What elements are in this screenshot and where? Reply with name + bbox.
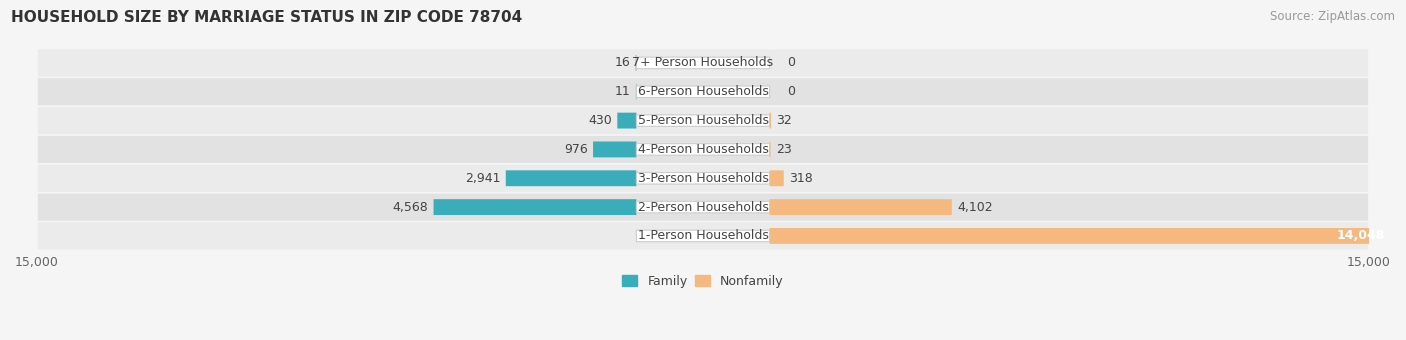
FancyBboxPatch shape [637,86,769,98]
Text: 2-Person Households: 2-Person Households [637,201,769,214]
Text: 14,048: 14,048 [1336,230,1385,242]
Text: 976: 976 [564,143,588,156]
FancyBboxPatch shape [38,136,1368,163]
FancyBboxPatch shape [617,113,637,129]
Text: 3-Person Households: 3-Person Households [637,172,769,185]
Text: HOUSEHOLD SIZE BY MARRIAGE STATUS IN ZIP CODE 78704: HOUSEHOLD SIZE BY MARRIAGE STATUS IN ZIP… [11,10,523,25]
FancyBboxPatch shape [38,222,1368,250]
Text: 6-Person Households: 6-Person Households [637,85,769,98]
Text: 23: 23 [776,143,792,156]
FancyBboxPatch shape [637,172,769,184]
Text: 318: 318 [789,172,813,185]
FancyBboxPatch shape [38,107,1368,134]
FancyBboxPatch shape [769,113,770,129]
Text: 430: 430 [588,114,612,127]
Text: 4,102: 4,102 [957,201,993,214]
Text: 4-Person Households: 4-Person Households [637,143,769,156]
Text: Source: ZipAtlas.com: Source: ZipAtlas.com [1270,10,1395,23]
Text: 16: 16 [614,56,630,69]
FancyBboxPatch shape [38,193,1368,221]
FancyBboxPatch shape [769,228,1393,244]
Text: 11: 11 [614,85,630,98]
FancyBboxPatch shape [593,141,637,157]
FancyBboxPatch shape [769,199,952,215]
FancyBboxPatch shape [637,144,769,155]
FancyBboxPatch shape [637,230,769,242]
FancyBboxPatch shape [433,199,637,215]
Text: 4,568: 4,568 [392,201,429,214]
FancyBboxPatch shape [38,165,1368,192]
Text: 0: 0 [787,85,796,98]
FancyBboxPatch shape [38,49,1368,76]
FancyBboxPatch shape [637,201,769,213]
Text: 32: 32 [776,114,792,127]
FancyBboxPatch shape [38,78,1368,105]
FancyBboxPatch shape [637,57,769,69]
FancyBboxPatch shape [769,170,783,186]
Text: 7+ Person Households: 7+ Person Households [633,56,773,69]
Text: 2,941: 2,941 [465,172,501,185]
FancyBboxPatch shape [506,170,637,186]
FancyBboxPatch shape [637,115,769,126]
Text: 5-Person Households: 5-Person Households [637,114,769,127]
Legend: Family, Nonfamily: Family, Nonfamily [617,270,789,293]
Text: 0: 0 [787,56,796,69]
Text: 1-Person Households: 1-Person Households [637,230,769,242]
